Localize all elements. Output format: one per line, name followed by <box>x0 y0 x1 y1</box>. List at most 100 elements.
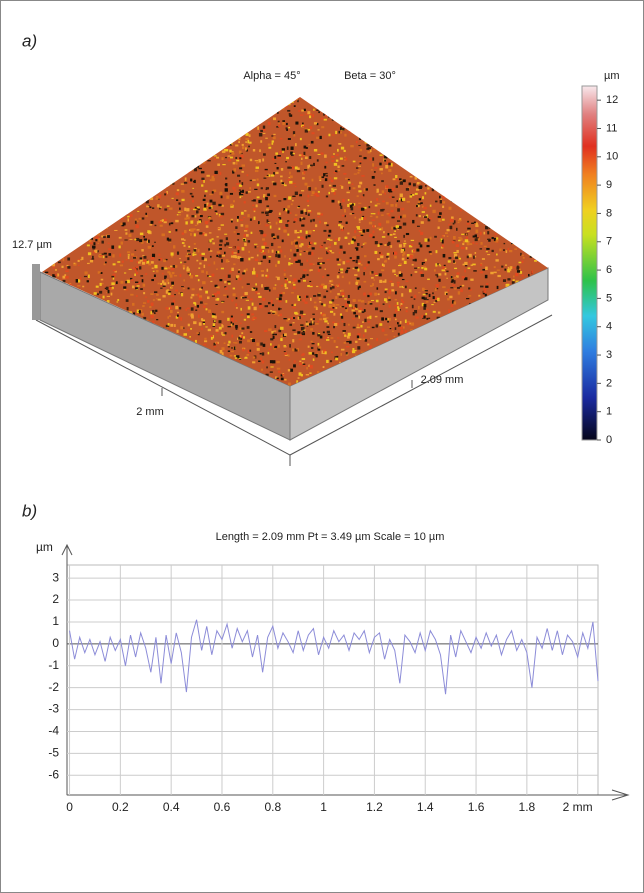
texture-dot <box>176 199 178 201</box>
texture-dot <box>535 140 538 143</box>
texture-dot <box>326 97 328 99</box>
texture-dot <box>230 193 233 195</box>
texture-dot <box>444 357 446 359</box>
texture-dot <box>399 271 401 274</box>
texture-dot <box>437 276 439 278</box>
texture-dot <box>546 167 549 170</box>
texture-dot <box>96 385 99 388</box>
texture-dot <box>313 295 316 297</box>
texture-dot <box>351 122 354 125</box>
texture-dot <box>428 180 430 183</box>
texture-dot <box>324 155 327 158</box>
texture-dot <box>435 274 438 275</box>
texture-dot <box>312 314 315 315</box>
texture-dot <box>85 160 88 162</box>
texture-dot <box>224 234 227 235</box>
texture-dot <box>480 264 482 266</box>
texture-dot <box>145 213 147 215</box>
texture-dot <box>274 334 277 335</box>
texture-dot <box>402 279 405 280</box>
texture-dot <box>299 218 301 221</box>
texture-dot <box>416 214 418 216</box>
texture-dot <box>389 305 391 308</box>
texture-dot <box>87 355 89 358</box>
texture-dot <box>136 295 138 297</box>
texture-dot <box>385 291 387 293</box>
texture-dot <box>48 130 51 132</box>
texture-dot <box>84 155 86 158</box>
texture-dot <box>371 213 374 214</box>
texture-dot <box>119 253 121 256</box>
texture-dot <box>550 114 553 117</box>
texture-dot <box>204 303 207 304</box>
texture-dot <box>265 138 268 139</box>
texture-dot <box>107 137 110 139</box>
texture-dot <box>342 165 345 167</box>
texture-dot <box>54 364 56 366</box>
texture-dot <box>455 102 457 104</box>
texture-dot <box>42 168 45 171</box>
texture-dot <box>294 230 297 233</box>
texture-dot <box>522 102 525 104</box>
texture-dot <box>342 276 344 278</box>
texture-dot <box>368 206 370 208</box>
texture-dot <box>338 116 341 118</box>
texture-dot <box>423 207 426 209</box>
texture-dot <box>145 111 147 112</box>
texture-dot <box>379 280 382 283</box>
texture-dot <box>303 331 305 332</box>
texture-dot <box>247 96 249 98</box>
texture-dot <box>415 317 418 319</box>
texture-dot <box>468 254 471 257</box>
texture-dot <box>208 204 211 206</box>
texture-dot <box>267 269 269 272</box>
texture-dot <box>257 114 259 115</box>
texture-dot <box>263 126 265 129</box>
texture-dot <box>467 356 470 358</box>
texture-dot <box>314 149 317 152</box>
texture-dot <box>217 236 219 237</box>
texture-dot <box>272 250 274 253</box>
texture-dot <box>509 346 512 349</box>
texture-dot <box>295 186 297 187</box>
texture-dot <box>445 146 447 147</box>
texture-dot <box>492 250 494 252</box>
texture-dot <box>348 182 351 184</box>
texture-dot <box>355 304 358 307</box>
texture-dot <box>445 194 447 197</box>
texture-dot <box>418 101 420 103</box>
texture-dot <box>179 127 182 129</box>
texture-dot <box>130 100 132 103</box>
texture-dot <box>443 196 445 199</box>
texture-dot <box>45 253 47 254</box>
texture-dot <box>458 220 461 222</box>
texture-dot <box>273 238 275 239</box>
texture-dot <box>286 123 288 125</box>
texture-dot <box>161 147 163 150</box>
texture-dot <box>293 317 295 319</box>
texture-dot <box>508 153 511 154</box>
texture-dot <box>230 107 232 110</box>
texture-dot <box>162 129 165 131</box>
texture-dot <box>268 222 271 223</box>
texture-dot <box>117 213 120 214</box>
texture-dot <box>249 103 251 105</box>
texture-dot <box>41 374 44 377</box>
texture-dot <box>478 178 481 181</box>
texture-dot <box>424 95 427 97</box>
texture-dot <box>210 148 213 150</box>
texture-dot <box>402 258 405 261</box>
texture-dot <box>199 125 201 127</box>
texture-dot <box>484 207 487 209</box>
texture-dot <box>285 280 287 282</box>
texture-dot <box>158 175 160 176</box>
texture-dot <box>529 359 532 361</box>
texture-dot <box>510 322 513 324</box>
texture-dot <box>328 334 331 335</box>
texture-dot <box>318 269 320 272</box>
texture-dot <box>315 323 318 325</box>
texture-dot <box>319 318 322 320</box>
texture-dot <box>261 111 263 114</box>
texture-dot <box>142 262 145 265</box>
texture-dot <box>303 269 306 271</box>
